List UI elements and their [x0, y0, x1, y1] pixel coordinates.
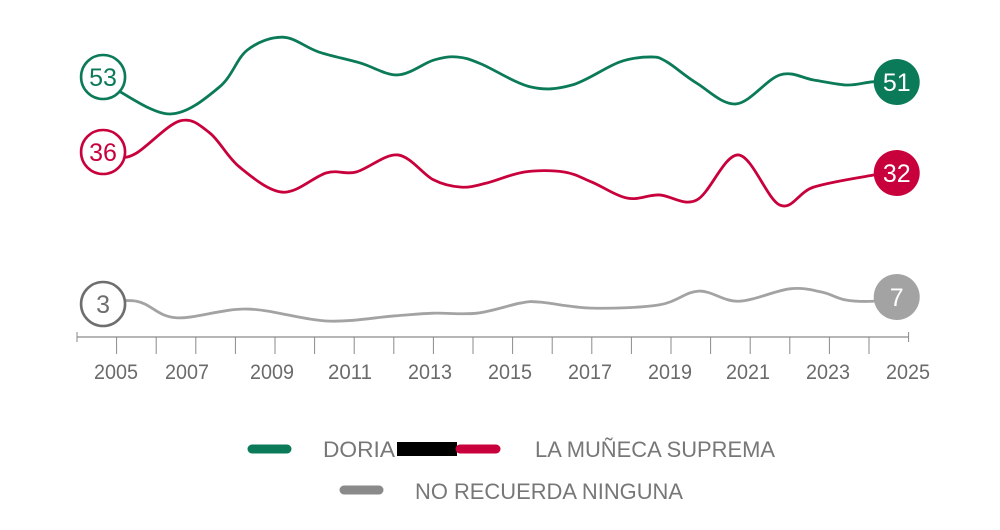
x-tick-label: 2009: [250, 361, 294, 384]
series-line-doria: [89, 35, 897, 116]
series-line-la-muneca-suprema: [89, 118, 897, 208]
x-tick-label: 2019: [648, 361, 692, 384]
end-value-label: 32: [883, 160, 911, 188]
legend-label-no-recuerda-ninguna: NO RECUERDA NINGUNA: [415, 479, 683, 504]
end-value-circle: [873, 59, 920, 105]
x-tick-label: 2023: [806, 361, 850, 384]
start-value-label: 36: [89, 139, 117, 167]
redaction-bar: [397, 442, 457, 456]
start-value-label: 53: [89, 64, 117, 92]
x-tick-label: 2025: [886, 361, 930, 384]
x-tick-label: 2015: [488, 361, 532, 384]
series-lines: [89, 35, 897, 323]
series-line-no-recuerda-ninguna: [89, 286, 897, 323]
start-value-circle: [79, 280, 127, 328]
x-axis: 2005 2007 2009 2011 2013 2015 2017 2019 2021 2023…: [76, 332, 930, 384]
legend-label-doria: DORIA: [323, 437, 395, 462]
start-value-circle: [79, 53, 127, 101]
x-tick-label: 2013: [408, 361, 452, 384]
end-value-circle: [873, 150, 920, 196]
x-tick-label: 2005: [94, 361, 138, 384]
value-markers: 53 51 36 32 3 7: [79, 53, 920, 328]
end-value-circle: [873, 274, 920, 320]
legend: DORIA LA MUÑECA SUPREMA NO RECUERDA NING…: [247, 437, 775, 504]
start-value-label: 3: [96, 291, 110, 319]
start-value-circle: [79, 128, 127, 176]
x-tick-label: 2017: [568, 361, 612, 384]
x-tick-label: 2021: [726, 361, 770, 384]
end-value-label: 7: [890, 284, 904, 312]
legend-label-la-muneca-suprema: LA MUÑECA SUPREMA: [535, 437, 775, 462]
end-value-label: 51: [883, 69, 911, 97]
x-tick-label: 2007: [165, 361, 209, 384]
x-tick-label: 2011: [328, 361, 372, 384]
